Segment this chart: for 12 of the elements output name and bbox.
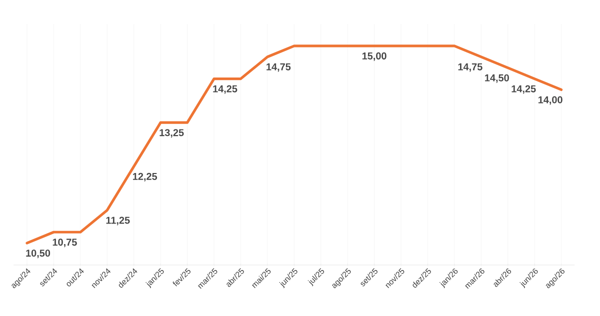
data-label: 14,75	[458, 63, 482, 72]
data-label: 10,50	[26, 250, 50, 258]
data-label: 15,00	[362, 52, 386, 61]
data-label: 13,25	[160, 129, 184, 138]
data-label: 14,25	[213, 85, 238, 94]
data-label: 10,75	[52, 238, 77, 248]
data-label: 11,25	[106, 216, 130, 226]
data-label: 14,25	[512, 85, 536, 94]
data-label: 12,25	[133, 172, 158, 182]
data-label: 14,50	[485, 74, 509, 83]
data-label: 14,75	[266, 63, 291, 72]
data-label: 14,00	[538, 96, 562, 105]
